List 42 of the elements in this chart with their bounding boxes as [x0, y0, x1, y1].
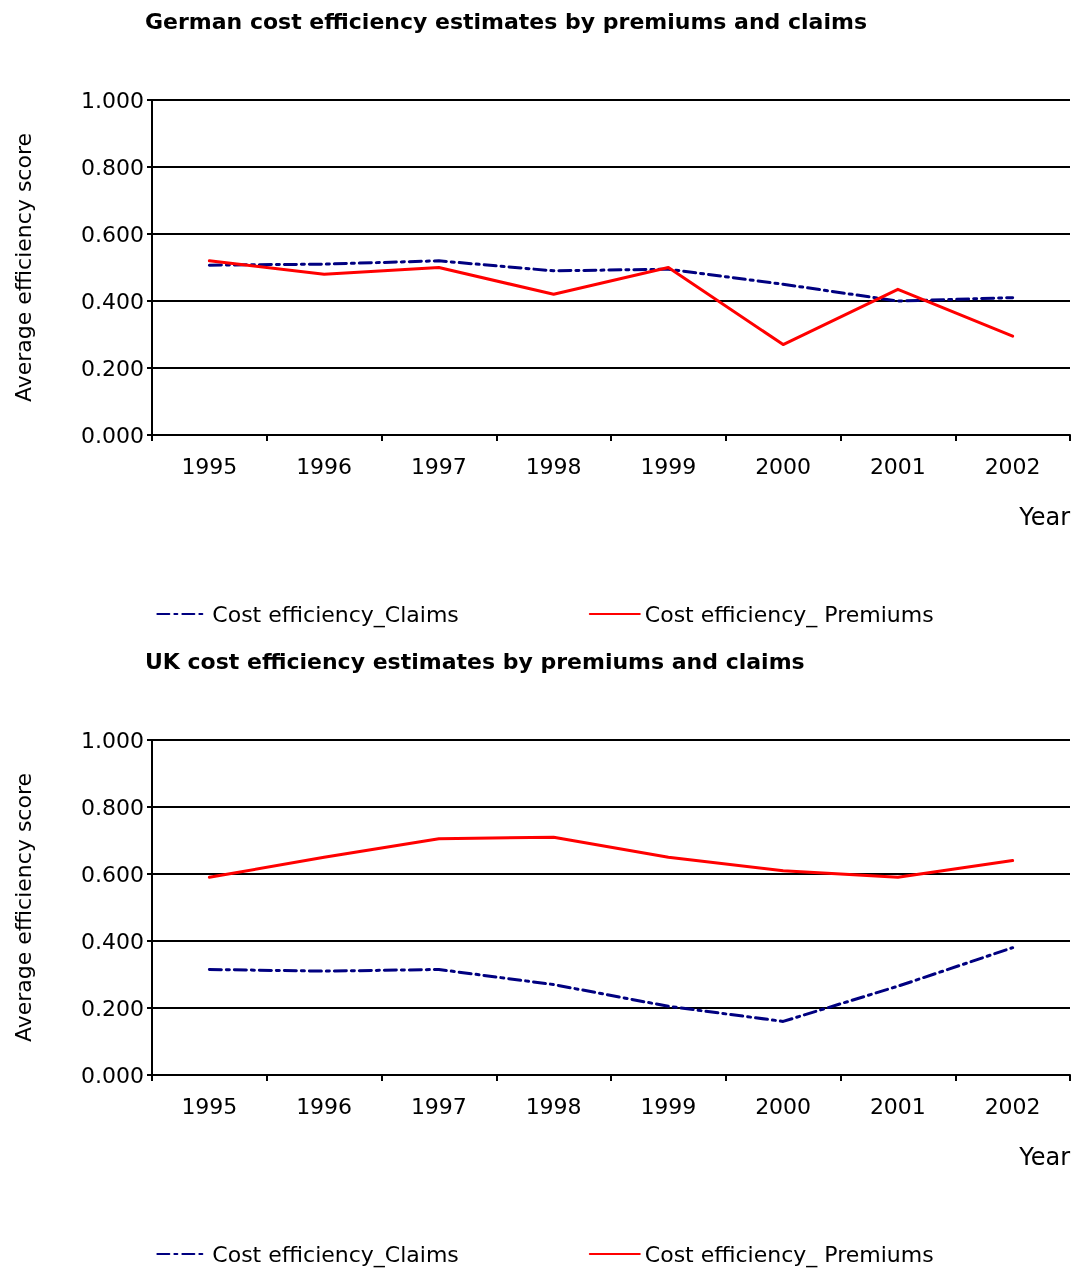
x-axis-title: Year [1018, 1143, 1071, 1171]
y-tick-label: 0.200 [81, 355, 144, 381]
x-tick-label: 2002 [984, 453, 1041, 479]
x-tick-label: 1998 [525, 1093, 582, 1119]
y-tick-label: 1.000 [81, 87, 144, 113]
legend-label: Cost efficiency_Claims [212, 1241, 459, 1268]
chart-title: UK cost efficiency estimates by premiums and claims [145, 648, 805, 674]
x-tick-label: 1996 [296, 453, 353, 479]
y-tick-label: 0.400 [81, 288, 144, 314]
y-tick-label: 0.200 [81, 995, 144, 1021]
line-series [207, 946, 1015, 1023]
y-tick-label: 0.600 [81, 861, 144, 887]
x-tick-label: 1996 [296, 1093, 353, 1119]
y-tick-label: 0.000 [81, 1062, 144, 1088]
x-tick-label: 2002 [984, 1093, 1041, 1119]
y-tick-label: 0.800 [81, 794, 144, 820]
y-tick-label: 0.000 [81, 422, 144, 448]
legend-label: Cost efficiency_ Premiums [644, 1241, 934, 1268]
chart-title: German cost efficiency estimates by premiums and claims [145, 8, 868, 34]
x-tick-label: 1995 [181, 453, 238, 479]
x-axis-title: Year [1018, 503, 1071, 531]
line-series [207, 259, 1015, 303]
x-tick-label: 1999 [640, 1093, 697, 1119]
x-tick-label: 1999 [640, 453, 697, 479]
y-tick-label: 0.400 [81, 928, 144, 954]
legend-label: Cost efficiency_ Premiums [644, 601, 934, 628]
y-axis-title: Average efficiency score [10, 132, 36, 403]
y-tick-label: 1.000 [81, 727, 144, 753]
x-tick-label: 2001 [869, 453, 926, 479]
x-tick-label: 2000 [755, 453, 812, 479]
line-series [207, 259, 1015, 347]
y-axis-title: Average efficiency score [10, 772, 36, 1043]
x-tick-label: 1995 [181, 1093, 238, 1119]
x-tick-label: 1997 [410, 1093, 467, 1119]
x-tick-label: 2001 [869, 1093, 926, 1119]
x-tick-label: 2000 [755, 1093, 812, 1119]
legend-label: Cost efficiency_Claims [212, 601, 459, 628]
x-tick-label: 1997 [410, 453, 467, 479]
y-tick-label: 0.600 [81, 221, 144, 247]
line-series [207, 835, 1015, 879]
y-tick-label: 0.800 [81, 154, 144, 180]
x-tick-label: 1998 [525, 453, 582, 479]
